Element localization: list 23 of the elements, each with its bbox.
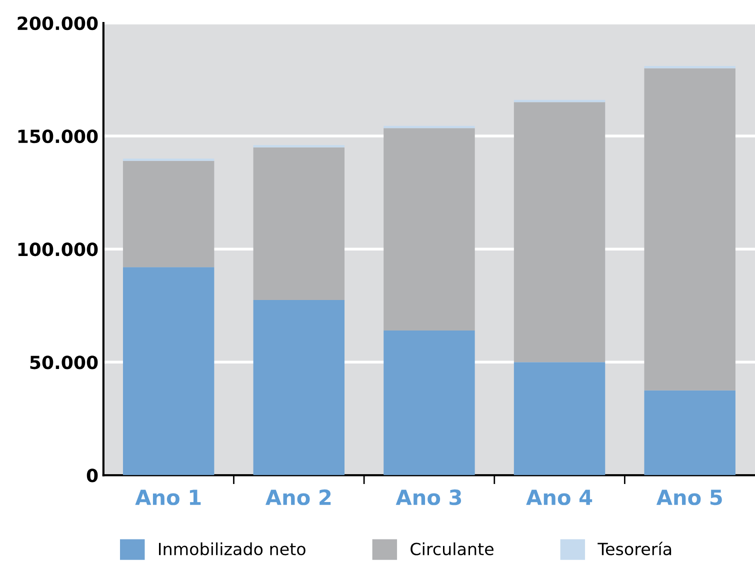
x-tick-label: Ano 4 (526, 490, 592, 506)
y-tick-label: 0 (86, 468, 98, 482)
x-tick-label: Ano 5 (656, 490, 722, 506)
bar (384, 128, 475, 330)
x-tick-label: Ano 1 (135, 490, 201, 506)
bar (384, 330, 475, 476)
bar (122, 267, 214, 476)
y-tick-label: 100.000 (18, 242, 98, 256)
legend-label: Inmobilizado neto (159, 542, 306, 556)
bar (514, 362, 606, 476)
y-tick-label: 50.000 (30, 356, 98, 370)
bar (122, 160, 214, 268)
bar (644, 68, 736, 390)
x-tick-label: Ano 3 (396, 489, 462, 506)
y-tick-label: 150.000 (18, 130, 98, 144)
y-tick-label: 200.000 (18, 16, 98, 30)
x-tick-label: Ano 2 (266, 489, 331, 506)
bar (514, 102, 606, 362)
legend-label: Circulante (410, 542, 494, 556)
bar (644, 390, 736, 476)
legend-label: Tesorería (598, 542, 672, 556)
bar (253, 147, 345, 300)
bar (253, 300, 345, 476)
